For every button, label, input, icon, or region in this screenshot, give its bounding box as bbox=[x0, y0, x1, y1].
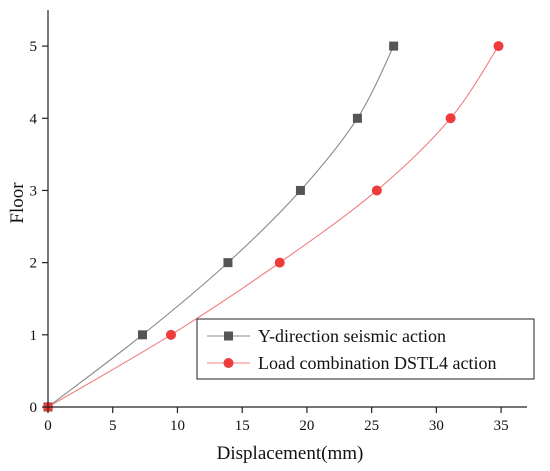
x-tick-label: 15 bbox=[235, 418, 250, 434]
x-tick-label: 30 bbox=[429, 418, 444, 434]
x-tick-label: 25 bbox=[364, 418, 379, 434]
data-point bbox=[295, 185, 305, 195]
legend-marker bbox=[224, 331, 233, 341]
data-point bbox=[138, 330, 148, 340]
y-tick-label: 3 bbox=[30, 183, 38, 199]
data-point bbox=[274, 257, 285, 268]
legend-label: Load combination DSTL4 action bbox=[258, 353, 496, 373]
y-tick-label: 2 bbox=[30, 256, 38, 272]
x-tick-label: 10 bbox=[170, 418, 185, 434]
y-tick-label: 0 bbox=[30, 400, 38, 416]
x-tick-label: 35 bbox=[494, 418, 509, 434]
data-point bbox=[165, 329, 176, 340]
axis-ticks: 0 5 10 15 20 25 30 35 0 1 2 3 4 5 bbox=[30, 39, 509, 434]
y-tick-label: 4 bbox=[30, 111, 38, 127]
x-axis-title: Displacement(mm) bbox=[217, 443, 364, 464]
x-tick-label: 5 bbox=[109, 418, 117, 434]
x-tick-label: 20 bbox=[299, 418, 314, 434]
legend: Y-direction seismic action Load combinati… bbox=[196, 318, 535, 380]
legend-label: Y-direction seismic action bbox=[258, 326, 446, 346]
x-tick-label: 0 bbox=[44, 418, 52, 434]
data-point bbox=[223, 258, 233, 268]
y-tick-label: 5 bbox=[30, 39, 38, 55]
data-point bbox=[371, 185, 382, 196]
legend-item: Load combination DSTL4 action bbox=[207, 353, 496, 373]
y-axis-title: Floor bbox=[7, 182, 28, 224]
data-point bbox=[352, 113, 362, 123]
y-tick-label: 1 bbox=[30, 328, 38, 344]
legend-item: Y-direction seismic action bbox=[207, 326, 446, 346]
data-point bbox=[445, 113, 456, 124]
legend-box bbox=[196, 318, 535, 380]
plot-area bbox=[43, 41, 504, 412]
axes bbox=[47, 10, 527, 408]
series-2 bbox=[43, 41, 504, 412]
data-point bbox=[389, 41, 399, 51]
data-point bbox=[493, 41, 504, 52]
legend-marker bbox=[223, 358, 234, 368]
